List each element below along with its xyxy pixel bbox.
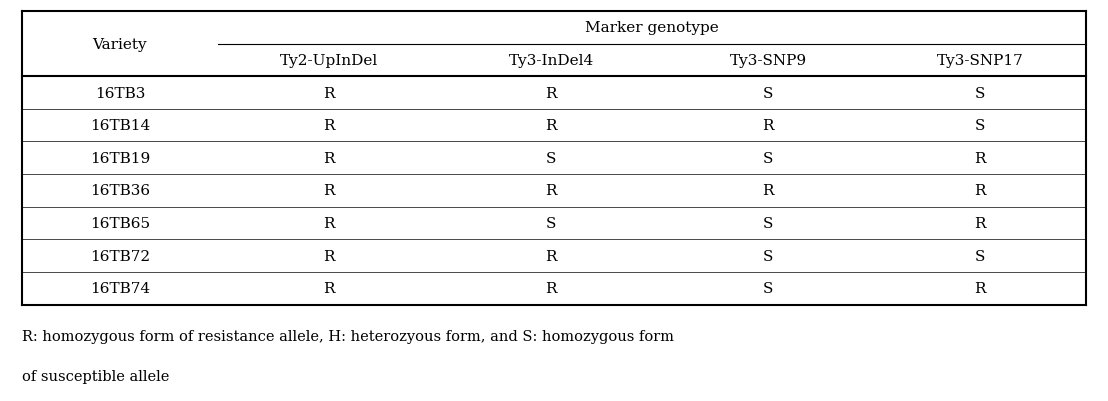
Text: S: S	[546, 152, 556, 165]
Text: of susceptible allele: of susceptible allele	[22, 369, 170, 383]
Text: S: S	[763, 152, 773, 165]
Text: Ty3-InDel4: Ty3-InDel4	[509, 54, 594, 68]
Text: S: S	[763, 86, 773, 100]
Text: R: homozygous form of resistance allele, H: heterozyous form, and S: homozygous : R: homozygous form of resistance allele,…	[22, 329, 674, 343]
Text: R: R	[974, 152, 986, 165]
Text: S: S	[763, 249, 773, 263]
Text: S: S	[975, 86, 985, 100]
Text: Ty3-SNP9: Ty3-SNP9	[730, 54, 807, 68]
Text: R: R	[545, 119, 557, 133]
Text: S: S	[763, 282, 773, 296]
Text: 16TB19: 16TB19	[90, 152, 150, 165]
Text: R: R	[974, 282, 986, 296]
Text: R: R	[545, 249, 557, 263]
Text: Ty3-SNP17: Ty3-SNP17	[936, 54, 1024, 68]
Text: R: R	[762, 184, 774, 198]
Text: R: R	[762, 119, 774, 133]
Text: 16TB72: 16TB72	[90, 249, 150, 263]
Text: R: R	[974, 217, 986, 231]
Text: Variety: Variety	[93, 38, 147, 52]
Text: Marker genotype: Marker genotype	[585, 21, 719, 35]
Text: R: R	[324, 86, 335, 100]
Text: S: S	[975, 249, 985, 263]
Text: 16TB36: 16TB36	[90, 184, 150, 198]
Text: R: R	[324, 119, 335, 133]
Text: S: S	[763, 217, 773, 231]
Text: S: S	[546, 217, 556, 231]
Text: R: R	[324, 152, 335, 165]
Text: 16TB3: 16TB3	[94, 86, 145, 100]
Text: Ty2-UpInDel: Ty2-UpInDel	[279, 54, 378, 68]
Text: 16TB65: 16TB65	[90, 217, 150, 231]
Text: R: R	[545, 86, 557, 100]
Text: 16TB14: 16TB14	[90, 119, 150, 133]
Text: R: R	[324, 184, 335, 198]
Text: R: R	[974, 184, 986, 198]
Text: S: S	[975, 119, 985, 133]
Text: R: R	[545, 282, 557, 296]
Text: 16TB74: 16TB74	[90, 282, 150, 296]
Text: R: R	[324, 249, 335, 263]
Text: R: R	[324, 282, 335, 296]
Text: R: R	[545, 184, 557, 198]
Text: R: R	[324, 217, 335, 231]
